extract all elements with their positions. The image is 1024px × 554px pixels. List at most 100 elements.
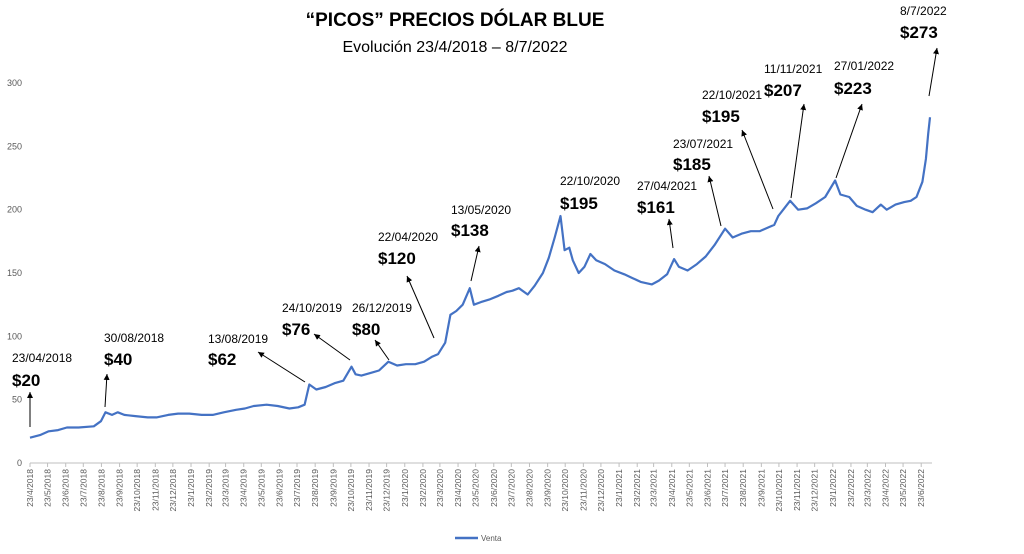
series-line-venta	[29, 117, 932, 439]
x-tick-label: 23/5/2019	[256, 469, 266, 507]
x-tick-label: 23/10/2018	[132, 469, 142, 512]
annotation-date: 24/10/2019	[282, 301, 342, 315]
annotations-group: 23/04/2018 $20 30/08/2018 $40 13/08/2019 $62 2…	[12, 4, 947, 427]
annotation-9: 27/04/2021 $161	[637, 179, 697, 249]
x-tick-label: 23/6/2018	[61, 469, 71, 507]
annotation-value: $223	[834, 79, 872, 98]
annotation-12: 11/11/2021 $207	[764, 62, 823, 199]
x-tick-label: 23/2/2019	[204, 469, 214, 507]
x-tick-label: 23/9/2020	[543, 469, 553, 507]
annotation-5: 26/12/2019 $80	[352, 301, 412, 361]
annotation-3: 13/08/2019 $62	[208, 332, 306, 383]
x-tick-label: 23/8/2019	[310, 469, 320, 507]
annotation-date: 13/08/2019	[208, 332, 268, 346]
x-tick-label: 23/5/2022	[898, 469, 908, 507]
y-tick-label: 0	[17, 458, 22, 468]
annotation-arrow	[707, 175, 722, 227]
annotation-4: 24/10/2019 $76	[282, 301, 351, 361]
annotation-value: $80	[352, 320, 380, 339]
annotation-arrow	[741, 129, 774, 210]
x-tick-label: 23/6/2022	[916, 469, 926, 507]
x-tick-label: 23/5/2021	[684, 469, 694, 507]
annotation-date: 26/12/2019	[352, 301, 412, 315]
x-tick-label: 23/1/2022	[828, 469, 838, 507]
x-tick-label: 23/8/2018	[96, 469, 106, 507]
annotation-date: 11/11/2021	[764, 62, 823, 76]
y-tick-label: 200	[7, 205, 22, 215]
y-tick-label: 300	[7, 78, 22, 88]
annotation-10: 23/07/2021 $185	[673, 137, 733, 227]
x-tick-label: 23/10/2021	[774, 469, 784, 512]
annotation-value: $40	[104, 350, 132, 369]
annotation-arrow	[470, 245, 481, 282]
x-tick-label: 23/11/2021	[792, 469, 802, 511]
x-tick-label: 23/3/2020	[435, 469, 445, 507]
annotation-arrow	[928, 47, 939, 97]
x-tick-label: 23/7/2021	[720, 469, 730, 507]
annotation-date: 27/01/2022	[834, 59, 894, 73]
annotation-11: 22/10/2021 $195	[702, 88, 774, 210]
annotation-date: 23/04/2018	[12, 351, 72, 365]
x-tick-label: 23/10/2020	[560, 469, 570, 512]
annotation-arrow	[406, 275, 435, 339]
annotation-date: 27/04/2021	[637, 179, 697, 193]
y-axis: 0 50 100 150 200 250 300	[7, 78, 22, 468]
x-tick-label: 23/5/2018	[43, 469, 53, 507]
annotation-value: $62	[208, 350, 236, 369]
x-tick-label: 23/7/2019	[292, 469, 302, 507]
x-tick-label: 23/7/2020	[506, 469, 516, 507]
x-tick-label: 23/11/2019	[364, 469, 374, 511]
x-tick-label: 23/9/2018	[115, 469, 125, 507]
x-tick-label: 23/12/2020	[596, 469, 606, 512]
x-tick-label: 23/1/2019	[186, 469, 196, 507]
x-tick-label: 23/9/2019	[328, 469, 338, 507]
x-tick-label: 23/7/2018	[78, 469, 88, 507]
x-tick-label: 23/4/2021	[667, 469, 677, 507]
x-tick-label: 23/10/2019	[346, 469, 356, 512]
annotation-arrow	[835, 103, 863, 179]
x-tick-label: 23/2/2020	[418, 469, 428, 507]
x-tick-label: 23/8/2020	[524, 469, 534, 507]
annotation-arrow	[790, 103, 807, 199]
annotation-arrow	[666, 218, 674, 249]
annotation-value: $207	[764, 81, 802, 100]
annotation-2: 30/08/2018 $40	[103, 331, 164, 408]
annotation-value: $195	[702, 107, 740, 126]
x-tick-label: 23/4/2018	[25, 469, 35, 507]
annotation-13: 27/01/2022 $223	[834, 59, 894, 179]
annotation-14: 8/7/2022 $273	[900, 4, 947, 97]
x-tick-label: 23/3/2019	[221, 469, 231, 507]
x-tick-label: 23/4/2020	[453, 469, 463, 507]
x-tick-label: 23/3/2022	[862, 469, 872, 507]
x-tick-label: 23/1/2020	[400, 469, 410, 507]
annotation-value: $273	[900, 23, 938, 42]
annotation-date: 22/10/2020	[560, 174, 620, 188]
annotation-value: $76	[282, 320, 310, 339]
y-tick-label: 100	[7, 331, 22, 341]
x-tick-label: 23/6/2020	[489, 469, 499, 507]
annotation-value: $161	[637, 198, 675, 217]
annotation-value: $120	[378, 249, 416, 268]
annotation-value: $185	[673, 155, 711, 174]
x-tick-label: 23/8/2021	[738, 469, 748, 507]
annotation-8: 22/10/2020 $195	[560, 174, 620, 213]
y-tick-label: 50	[12, 395, 22, 405]
x-tick-label: 23/2/2021	[632, 469, 642, 507]
series-group	[29, 117, 932, 439]
y-tick-label: 150	[7, 268, 22, 278]
x-tick-label: 23/12/2021	[810, 469, 820, 512]
x-tick-label: 23/11/2018	[150, 469, 160, 511]
annotation-date: 22/04/2020	[378, 230, 438, 244]
annotation-date: 23/07/2021	[673, 137, 733, 151]
x-tick-label: 23/12/2018	[168, 469, 178, 512]
x-tick-label: 23/12/2019	[382, 469, 392, 512]
annotation-arrow	[374, 339, 390, 361]
annotation-value: $138	[451, 221, 489, 240]
x-tick-label: 23/4/2022	[880, 469, 890, 507]
x-tick-label: 23/6/2021	[702, 469, 712, 507]
annotation-date: 22/10/2021	[702, 88, 762, 102]
x-tick-label: 23/4/2019	[239, 469, 249, 507]
chart-subtitle: Evolución 23/4/2018 – 8/7/2022	[342, 39, 567, 56]
annotation-date: 8/7/2022	[900, 4, 947, 18]
